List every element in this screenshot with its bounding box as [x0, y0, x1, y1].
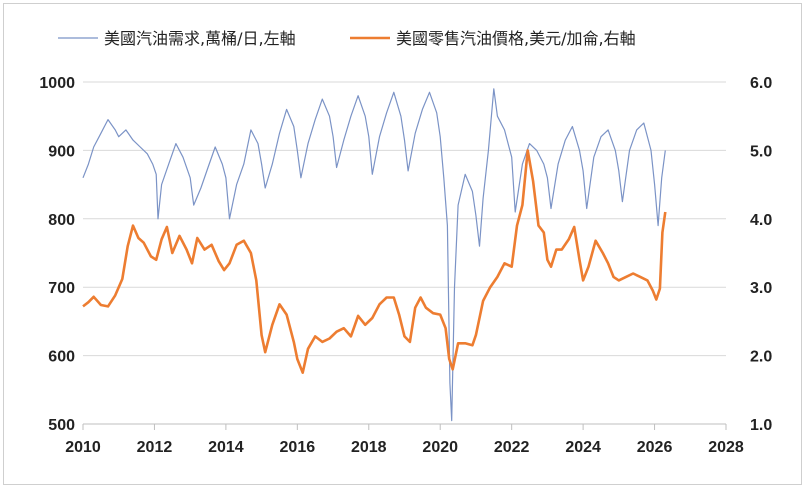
x-tick-label: 2026: [637, 439, 673, 456]
axes: 500 600 700 800 900 1000 1.0 2.0 3.0 4.0 5.0 6.0 201…: [39, 75, 772, 456]
y-right-tick-label: 1.0: [750, 417, 772, 434]
y-right-tick-label: 3.0: [750, 280, 772, 297]
x-tick-label: 2016: [280, 439, 316, 456]
y-right-tick-label: 5.0: [750, 143, 772, 160]
x-tick-label: 2020: [422, 439, 458, 456]
legend-label: 美國汽油需求,萬桶/日,左軸: [104, 29, 296, 48]
y-left-tick-label: 1000: [39, 75, 75, 92]
x-tick-label: 2010: [65, 439, 101, 456]
gridlines: [83, 81, 726, 425]
x-tick-label: 2024: [565, 439, 601, 456]
x-tick-label: 2018: [351, 439, 387, 456]
x-tick-label: 2022: [494, 439, 530, 456]
x-tick-label: 2014: [208, 439, 244, 456]
y-left-tick-label: 500: [48, 417, 75, 434]
y-left-tick-label: 700: [48, 280, 75, 297]
gasoline-price-line: [82, 149, 667, 374]
legend: 美國汽油需求,萬桶/日,左軸 美國零售汽油價格,美元/加侖,右軸: [58, 29, 636, 48]
legend-label: 美國零售汽油價格,美元/加侖,右軸: [396, 29, 636, 48]
x-tick-label: 2012: [137, 439, 173, 456]
y-right-tick-label: 6.0: [750, 75, 772, 92]
gasoline-demand-line: [82, 88, 666, 422]
y-left-tick-label: 800: [48, 212, 75, 229]
series-lines: [82, 88, 667, 422]
y-right-tick-label: 4.0: [750, 212, 772, 229]
y-left-tick-label: 600: [48, 349, 75, 366]
y-right-tick-label: 2.0: [750, 349, 772, 366]
y-left-tick-label: 900: [48, 143, 75, 160]
x-tick-label: 2028: [708, 439, 744, 456]
chart-frame: [3, 3, 802, 485]
